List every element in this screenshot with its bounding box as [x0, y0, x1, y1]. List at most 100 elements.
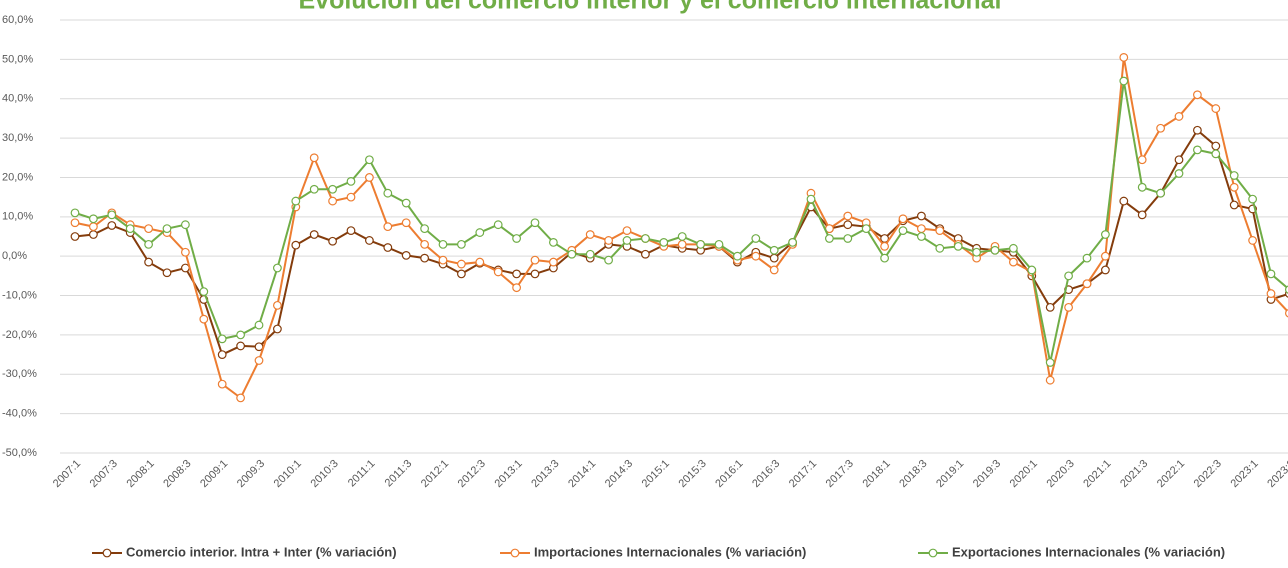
marker [1137, 210, 1147, 220]
marker [880, 253, 889, 263]
legend-label: Exportaciones Internacionales (% variaci… [952, 544, 1225, 559]
marker [953, 241, 963, 251]
marker [843, 220, 853, 230]
x-tick-label: 2013:3 [529, 458, 561, 490]
y-tick-label: 60,0% [2, 14, 33, 26]
y-tick-label: 30,0% [2, 132, 33, 144]
x-tick-label: 2019:1 [934, 458, 966, 490]
marker [1156, 123, 1165, 133]
x-tick-label: 2009:1 [198, 458, 230, 490]
marker [457, 269, 466, 279]
marker [273, 300, 282, 310]
marker [1285, 309, 1288, 318]
marker [309, 230, 319, 239]
marker [162, 268, 172, 278]
marker [273, 263, 282, 273]
marker [107, 221, 117, 230]
marker [291, 196, 301, 206]
marker [585, 249, 595, 259]
marker [677, 239, 687, 249]
y-tick-label: -10,0% [2, 289, 37, 301]
marker [493, 267, 503, 277]
marker [346, 176, 356, 186]
marker [236, 393, 246, 403]
y-tick-label: -50,0% [2, 447, 37, 459]
legend-marker [510, 548, 520, 558]
marker [199, 287, 209, 297]
marker [162, 224, 172, 234]
x-tick-label: 2015:3 [676, 458, 708, 490]
marker [1045, 358, 1055, 367]
marker [217, 379, 227, 389]
x-tick-label: 2020:3 [1044, 458, 1076, 490]
x-tick-label: 2023:1 [1228, 458, 1260, 490]
marker [346, 226, 356, 235]
marker [1100, 265, 1110, 275]
marker [1027, 265, 1037, 275]
x-tick-label: 2023:3 [1265, 458, 1288, 490]
marker [475, 228, 485, 237]
legend-marker [102, 548, 112, 558]
marker [383, 243, 393, 252]
marker [1211, 141, 1221, 151]
chart-title: Evolución del comercio interior y el com… [299, 0, 1002, 15]
marker [641, 249, 650, 259]
x-tick-label: 2022:3 [1192, 458, 1224, 490]
marker [1192, 145, 1202, 155]
x-tick-label: 2007:3 [88, 458, 120, 490]
marker [677, 232, 687, 241]
x-tick-label: 2020:1 [1008, 458, 1040, 490]
marker [309, 153, 319, 163]
x-tick-label: 2012:1 [419, 458, 451, 490]
marker [401, 250, 411, 260]
marker [1285, 285, 1288, 294]
marker [70, 218, 80, 228]
x-tick-label: 2016:3 [750, 458, 782, 490]
marker [917, 232, 926, 241]
y-tick-label: -20,0% [2, 329, 37, 341]
marker [1266, 269, 1276, 279]
marker [493, 220, 503, 230]
x-tick-label: 2015:1 [640, 458, 672, 490]
marker [530, 255, 540, 265]
y-tick-label: 0,0% [2, 250, 27, 262]
x-tick-label: 2014:1 [566, 458, 598, 490]
x-tick-label: 2013:1 [492, 458, 524, 490]
marker [861, 224, 871, 234]
legend-label: Importaciones Internacionales (% variaci… [534, 544, 806, 559]
marker [825, 234, 834, 243]
marker [1045, 302, 1055, 312]
marker [585, 230, 595, 239]
x-tick-label: 2010:1 [272, 458, 304, 490]
marker [1229, 171, 1239, 180]
marker [898, 214, 908, 224]
marker [180, 220, 190, 230]
x-tick-label: 2016:1 [713, 458, 745, 490]
marker [1248, 194, 1257, 204]
marker [273, 324, 282, 334]
marker [567, 249, 577, 259]
marker [751, 251, 761, 261]
marker [1211, 149, 1221, 159]
marker [549, 257, 558, 267]
marker [843, 234, 853, 243]
marker [309, 184, 319, 194]
marker [199, 314, 209, 324]
marker [972, 247, 981, 257]
marker [696, 239, 705, 249]
marker [217, 350, 227, 359]
marker [1192, 125, 1202, 135]
marker [898, 226, 908, 235]
marker [769, 253, 779, 263]
marker [512, 269, 521, 279]
marker [88, 214, 98, 224]
x-tick-label: 2008:3 [161, 458, 193, 490]
marker [365, 155, 374, 165]
marker [1082, 279, 1092, 289]
line [74, 80, 1288, 363]
x-tick-label: 2014:3 [603, 458, 635, 490]
marker [512, 283, 521, 293]
marker [935, 243, 945, 253]
marker [328, 196, 338, 206]
marker [549, 238, 558, 247]
